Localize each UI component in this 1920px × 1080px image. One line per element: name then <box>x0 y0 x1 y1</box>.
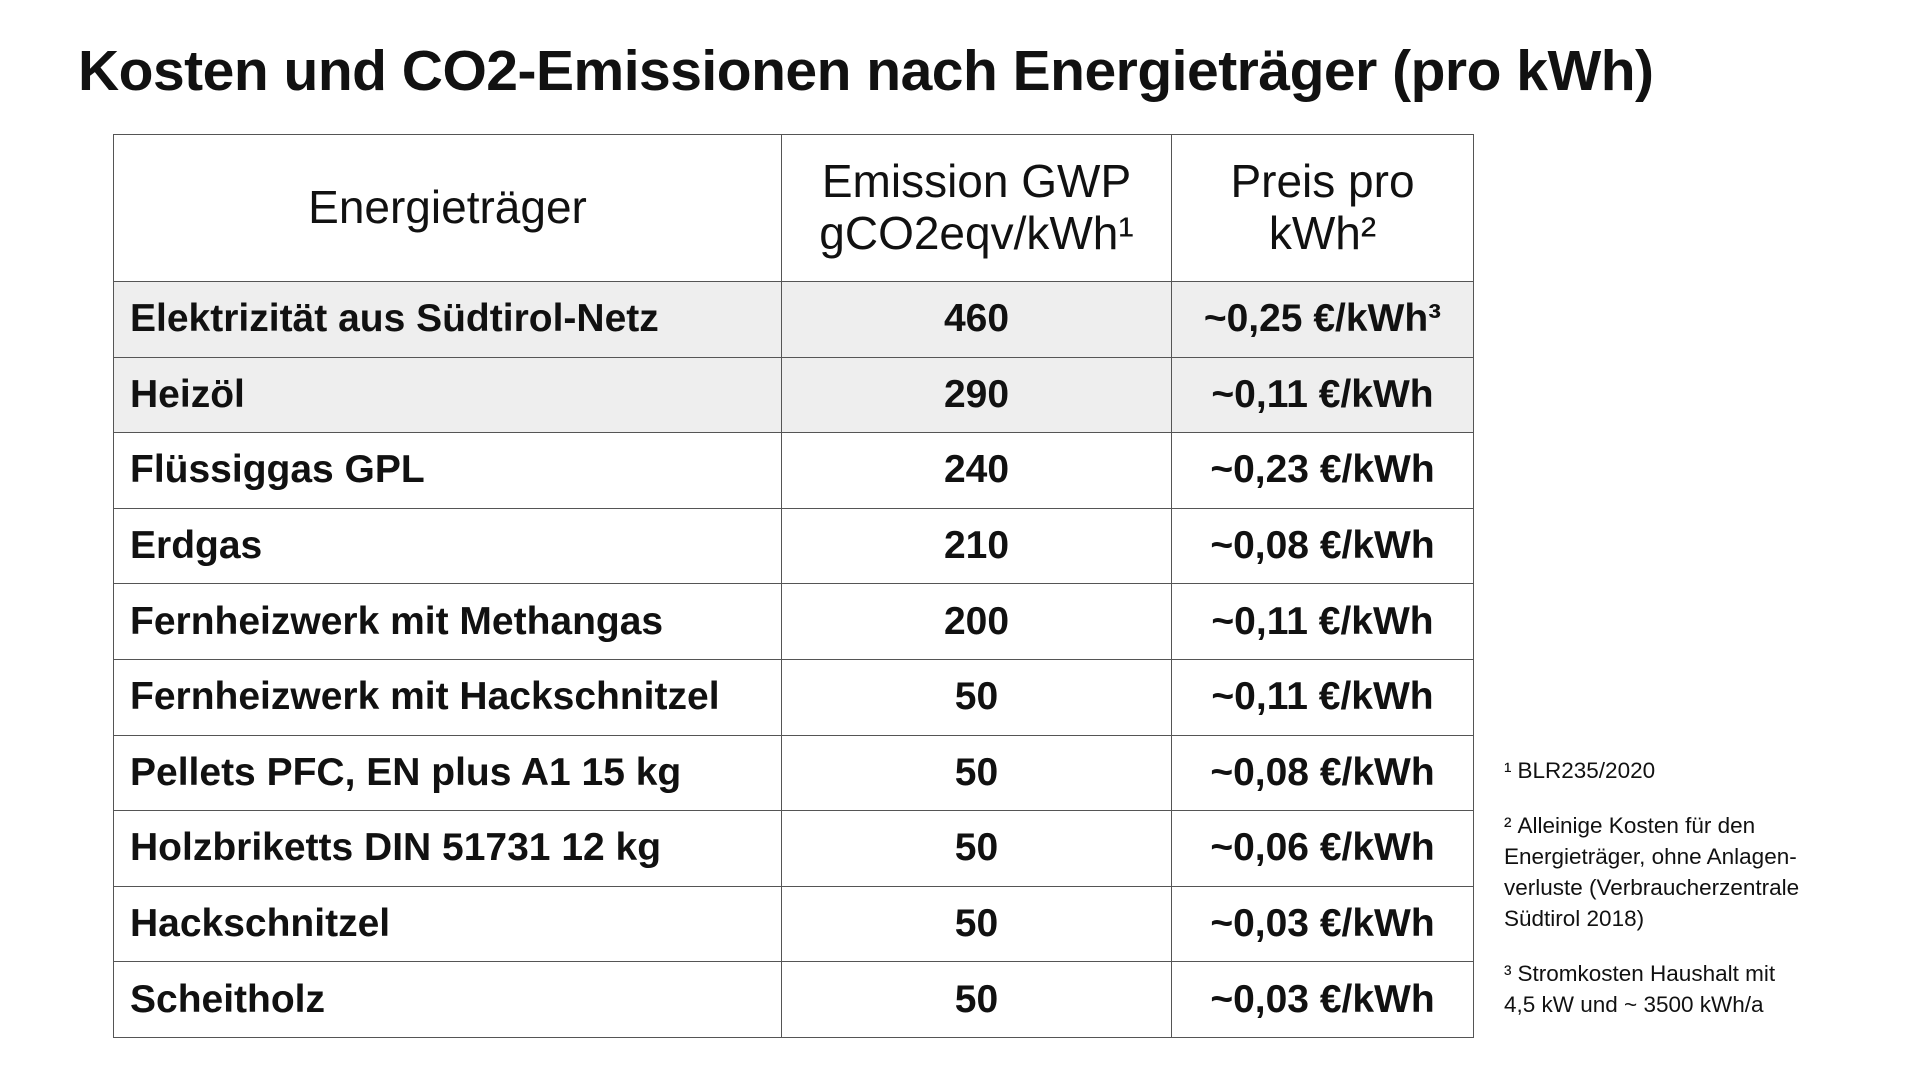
footnote-text: Energieträger, ohne Anlagen- <box>1504 844 1797 869</box>
cell-energy-carrier: Erdgas <box>113 507 782 585</box>
footnote-text: Alleinige Kosten für den <box>1517 813 1756 838</box>
footnote-text: BLR235/2020 <box>1517 758 1656 783</box>
header-price-footnote-mark: ² <box>1360 207 1377 259</box>
footnotes: ¹ BLR235/2020 ² Alleinige Kosten für den Ene… <box>1504 755 1904 1044</box>
footnote-line: ¹ BLR235/2020 <box>1504 755 1904 786</box>
cell-price: ~0,11 €/kWh <box>1171 356 1474 434</box>
footnote: ³ Stromkosten Haushalt mit 4,5 kW und ~ 35… <box>1504 958 1904 1020</box>
table-row: Fernheizwerk mit Methangas 200 ~0,11 €/kWh <box>113 583 1474 660</box>
cell-price: ~0,03 €/kWh <box>1171 961 1474 1038</box>
footnote-text: 4,5 kW und ~ 3500 kWh/a <box>1504 992 1764 1017</box>
cell-price: ~0,06 €/kWh <box>1171 810 1474 887</box>
footnote-line: ² Alleinige Kosten für den <box>1504 810 1904 841</box>
cell-energy-carrier: Pellets PFC, EN plus A1 15 kg <box>113 734 782 812</box>
footnote-text: Südtirol 2018) <box>1504 906 1645 931</box>
table-row: Hackschnitzel 50 ~0,03 €/kWh <box>113 885 1474 963</box>
cell-emission: 290 <box>781 356 1172 434</box>
footnote-mark: ¹ <box>1504 758 1512 783</box>
footnote-line: 4,5 kW und ~ 3500 kWh/a <box>1504 989 1904 1020</box>
table-row: Fernheizwerk mit Hackschnitzel 50 ~0,11 €/… <box>113 658 1474 736</box>
cell-emission: 50 <box>781 961 1172 1038</box>
table-row: Elektrizität aus Südtirol-Netz 460 ~0,25 €… <box>113 281 1474 358</box>
footnote-mark: ² <box>1504 813 1512 838</box>
cell-price: ~0,25 €/kWh³ <box>1171 281 1474 358</box>
footnote-text: Stromkosten Haushalt mit <box>1517 961 1776 986</box>
table-row: Erdgas 210 ~0,08 €/kWh <box>113 507 1474 585</box>
footnote-mark: ³ <box>1504 961 1512 986</box>
footnote: ¹ BLR235/2020 <box>1504 755 1904 786</box>
footnote-line: Südtirol 2018) <box>1504 903 1904 934</box>
cell-energy-carrier: Elektrizität aus Südtirol-Netz <box>113 281 782 358</box>
cell-emission: 240 <box>781 432 1172 509</box>
footnote-text: verluste (Verbraucherzentrale <box>1504 875 1800 900</box>
table-body: Elektrizität aus Südtirol-Netz 460 ~0,25 €… <box>113 281 1474 1038</box>
cell-emission: 460 <box>781 281 1172 358</box>
cell-energy-carrier: Hackschnitzel <box>113 885 782 963</box>
header-price-line1: Preis pro <box>1230 155 1415 208</box>
table-row: Flüssiggas GPL 240 ~0,23 €/kWh <box>113 432 1474 509</box>
table-row: Holzbriketts DIN 51731 12 kg 50 ~0,06 €/kW… <box>113 810 1474 887</box>
table-row: Heizöl 290 ~0,11 €/kWh <box>113 356 1474 434</box>
header-carrier-label: Energieträger <box>308 181 587 234</box>
cell-energy-carrier: Fernheizwerk mit Hackschnitzel <box>113 658 782 736</box>
footnote-line: Energieträger, ohne Anlagen- <box>1504 841 1904 872</box>
cell-price: ~0,11 €/kWh <box>1171 658 1474 736</box>
cell-energy-carrier: Scheitholz <box>113 961 782 1038</box>
header-emission-footnote-mark: ¹ <box>1118 207 1134 259</box>
energy-table: Energieträger Emission GWP gCO2eqv/kWh¹ … <box>113 134 1474 1038</box>
header-emission-line2: gCO2eqv/kWh <box>819 207 1119 259</box>
header-carrier: Energieträger <box>113 134 782 282</box>
table-row: Scheitholz 50 ~0,03 €/kWh <box>113 961 1474 1038</box>
footnote-line: verluste (Verbraucherzentrale <box>1504 872 1904 903</box>
cell-price: ~0,03 €/kWh <box>1171 885 1474 963</box>
cell-energy-carrier: Flüssiggas GPL <box>113 432 782 509</box>
footnote: ² Alleinige Kosten für den Energieträger, … <box>1504 810 1904 934</box>
header-emission: Emission GWP gCO2eqv/kWh¹ <box>781 134 1172 282</box>
cell-emission: 50 <box>781 734 1172 812</box>
table-row: Pellets PFC, EN plus A1 15 kg 50 ~0,08 €/k… <box>113 734 1474 812</box>
cell-energy-carrier: Holzbriketts DIN 51731 12 kg <box>113 810 782 887</box>
cell-emission: 50 <box>781 810 1172 887</box>
cell-energy-carrier: Fernheizwerk mit Methangas <box>113 583 782 660</box>
footnote-line: ³ Stromkosten Haushalt mit <box>1504 958 1904 989</box>
cell-emission: 200 <box>781 583 1172 660</box>
cell-energy-carrier: Heizöl <box>113 356 782 434</box>
cell-price: ~0,23 €/kWh <box>1171 432 1474 509</box>
table-header-row: Energieträger Emission GWP gCO2eqv/kWh¹ … <box>113 134 1474 282</box>
cell-emission: 50 <box>781 658 1172 736</box>
cell-price: ~0,11 €/kWh <box>1171 583 1474 660</box>
cell-emission: 210 <box>781 507 1172 585</box>
page-title: Kosten und CO2-Emissionen nach Energietr… <box>78 39 1654 103</box>
header-price-line2: kWh <box>1268 207 1361 259</box>
header-price: Preis pro kWh² <box>1171 134 1474 282</box>
cell-emission: 50 <box>781 885 1172 963</box>
header-emission-line1: Emission GWP <box>821 155 1132 208</box>
cell-price: ~0,08 €/kWh <box>1171 507 1474 585</box>
cell-price: ~0,08 €/kWh <box>1171 734 1474 812</box>
